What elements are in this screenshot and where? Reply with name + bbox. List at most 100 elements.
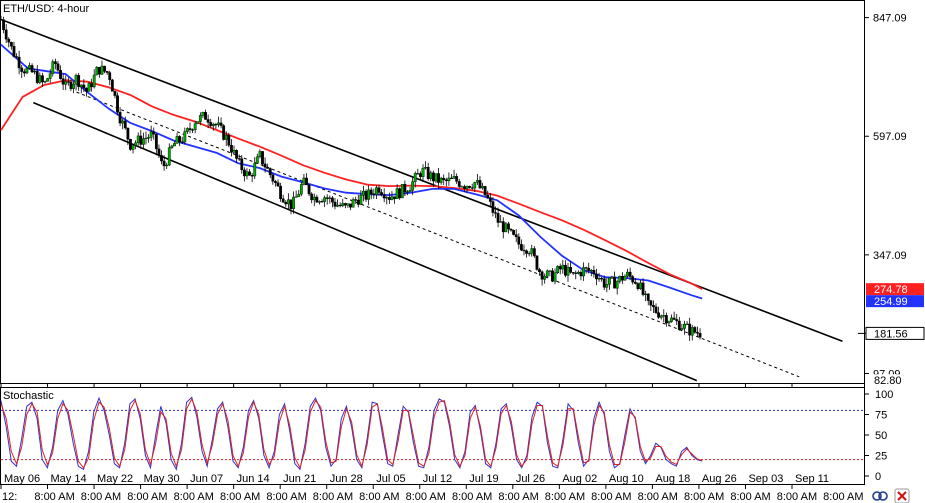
- candle-body: [201, 112, 205, 116]
- stochastic-tick-label: 75: [875, 410, 887, 422]
- candle-body: [362, 190, 365, 196]
- candle-body: [478, 180, 482, 189]
- candle-body: [457, 181, 461, 187]
- candle-body: [452, 176, 456, 179]
- candle-body: [600, 278, 604, 280]
- candle-body: [496, 213, 500, 223]
- candle-body: [437, 173, 440, 183]
- candle-body: [299, 184, 303, 195]
- candle-body: [305, 177, 308, 186]
- candle-body: [670, 317, 673, 322]
- candle-body: [569, 266, 572, 273]
- candle-body: [232, 150, 236, 153]
- candle-body: [608, 277, 611, 285]
- candle-body: [649, 300, 653, 306]
- stochastic-series-line: [0, 397, 703, 470]
- candle-body: [217, 122, 220, 125]
- candle-body: [162, 160, 166, 167]
- channel-upper-line: [0, 18, 843, 342]
- candle-body: [95, 66, 99, 76]
- candle-body: [431, 172, 435, 182]
- candle-body: [403, 184, 407, 193]
- candle-body: [15, 56, 18, 58]
- candle-body: [424, 167, 427, 169]
- candle-body: [227, 134, 231, 146]
- candle-body: [447, 177, 451, 182]
- candle-body: [170, 145, 174, 148]
- date-label: Jul 05: [376, 473, 405, 485]
- time-label: 8:00 AM: [174, 491, 214, 503]
- time-label: 8:00 AM: [777, 491, 817, 503]
- candle-body: [281, 198, 285, 203]
- time-label: 8:00 AM: [359, 491, 399, 503]
- candle-body: [367, 189, 371, 200]
- time-label: 8:00 AM: [34, 491, 74, 503]
- price-tick-label: 847.09: [873, 13, 907, 25]
- candle-body: [33, 71, 37, 73]
- candle-body: [165, 164, 169, 167]
- stochastic-panel-frame: [0, 387, 865, 485]
- link-icon[interactable]: [872, 491, 888, 501]
- candle-body: [398, 188, 402, 199]
- stochastic-series-line: [0, 396, 703, 471]
- candle-body: [419, 173, 422, 177]
- candle-body: [157, 148, 161, 156]
- close-icon[interactable]: [894, 488, 910, 503]
- candle-body: [198, 115, 202, 122]
- candle-body: [160, 155, 163, 162]
- price-plot: [0, 15, 843, 382]
- candle-body: [253, 163, 257, 177]
- candle-body: [147, 137, 150, 139]
- candle-body: [286, 199, 290, 205]
- date-label: Aug 18: [655, 473, 690, 485]
- time-label: 8:00 AM: [406, 491, 446, 503]
- candle-body: [219, 122, 223, 126]
- candle-body: [349, 203, 352, 208]
- stochastic-axis: 100 75 50 25 0: [864, 389, 893, 483]
- candle-body: [613, 276, 616, 289]
- candle-body: [641, 282, 645, 295]
- candle-body: [566, 266, 570, 276]
- candle-body: [85, 87, 88, 92]
- candle-body: [325, 197, 329, 199]
- candle-body: [522, 249, 526, 252]
- candle-body: [667, 321, 671, 324]
- candle-body: [380, 192, 383, 195]
- candle-body: [141, 138, 145, 145]
- candle-body: [330, 197, 334, 203]
- candle-body: [196, 121, 200, 124]
- candle-body: [623, 275, 627, 281]
- candle-body: [211, 124, 215, 127]
- time-label: 8:00 AM: [81, 491, 121, 503]
- candle-body: [429, 172, 433, 179]
- candle-body: [582, 267, 585, 277]
- candle-body: [2, 19, 5, 31]
- date-label: Jun 07: [190, 473, 223, 485]
- candle-body: [494, 212, 497, 214]
- candle-body: [460, 186, 464, 188]
- candle-body: [292, 196, 295, 209]
- date-label: Sep 11: [795, 473, 829, 485]
- candle-body: [501, 221, 505, 233]
- candle-body: [43, 81, 47, 83]
- candle-body: [53, 61, 57, 64]
- candle-body: [279, 185, 283, 200]
- time-label: 12:: [2, 491, 17, 503]
- candle-body: [628, 271, 632, 277]
- candle-body: [481, 186, 484, 189]
- candle-body: [20, 67, 24, 72]
- candle-body: [551, 270, 554, 282]
- candle-body: [411, 181, 415, 191]
- stochastic-title: Stochastic: [3, 390, 54, 402]
- candle-body: [525, 250, 528, 254]
- time-label: 8:00 AM: [545, 491, 585, 503]
- candle-body: [659, 315, 663, 318]
- candle-body: [222, 125, 226, 140]
- candle-body: [230, 145, 233, 153]
- time-label: 8:00 AM: [313, 491, 353, 503]
- candle-body: [167, 147, 171, 166]
- date-label: May 30: [144, 473, 180, 485]
- candle-body: [696, 332, 699, 334]
- candle-body: [359, 195, 363, 205]
